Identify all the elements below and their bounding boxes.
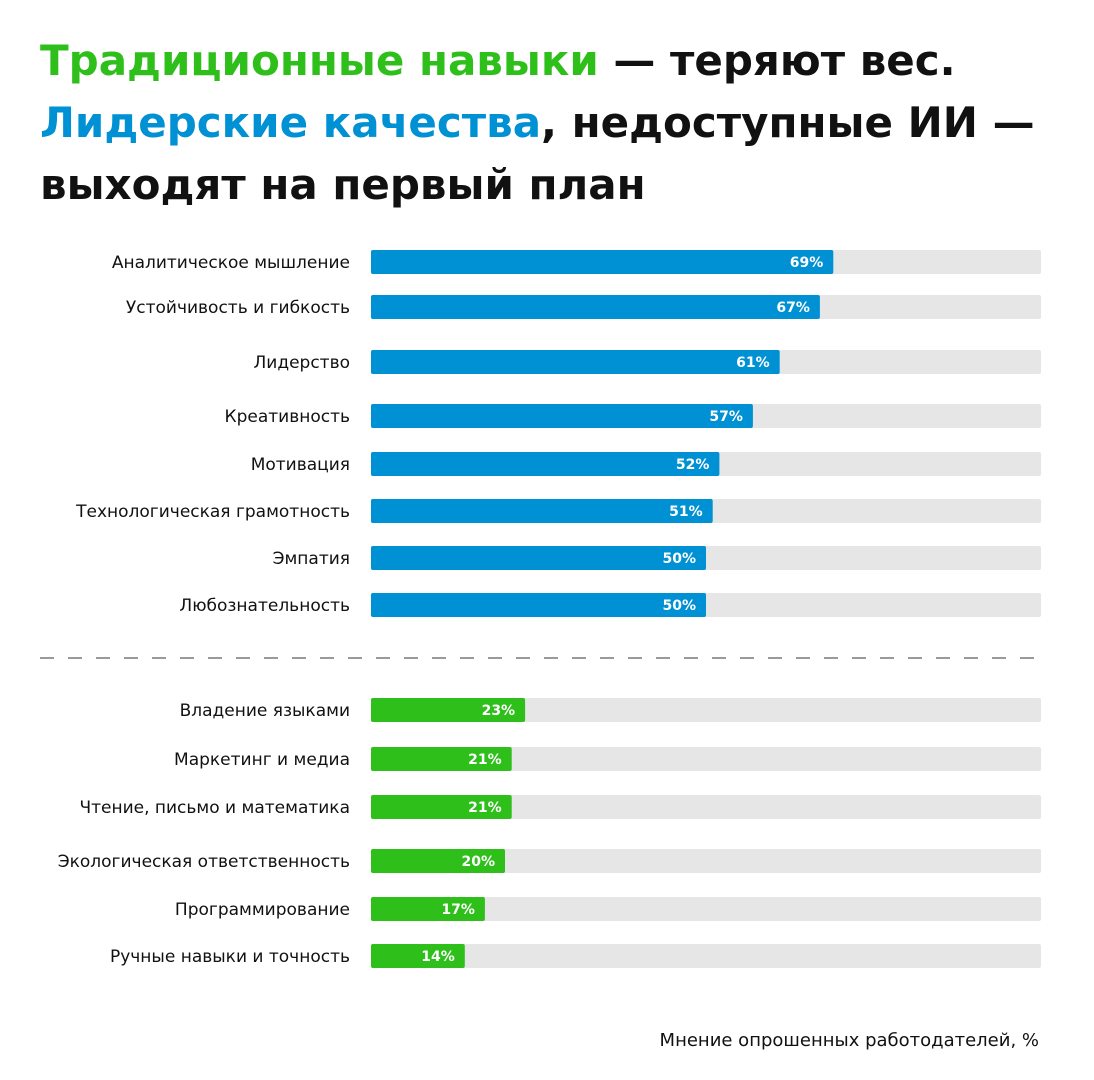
data-label: 14% xyxy=(421,949,455,965)
data-label: 57% xyxy=(709,409,743,425)
category-label: Программирование xyxy=(175,900,350,920)
bar-track xyxy=(371,944,1041,968)
data-label: 17% xyxy=(441,902,475,918)
title-leadership-highlight: Лидерские качества xyxy=(40,98,542,147)
title-traditional-rest: — теряют вес. xyxy=(598,36,956,85)
data-label: 21% xyxy=(468,800,502,816)
bar-track xyxy=(371,698,1041,722)
bar-track xyxy=(371,747,1041,771)
bar xyxy=(371,452,720,476)
data-label: 21% xyxy=(468,752,502,768)
data-label: 50% xyxy=(662,598,696,614)
category-label: Аналитическое мышление xyxy=(112,253,350,273)
category-label: Экологическая ответственность xyxy=(58,852,350,872)
category-label: Любознательность xyxy=(179,596,350,616)
title-traditional-highlight: Традиционные навыки xyxy=(40,36,599,85)
bar-track xyxy=(371,849,1041,873)
category-label: Эмпатия xyxy=(273,549,350,569)
chart-footnote: Мнение опрошенных работодателей, % xyxy=(659,1030,1039,1051)
category-label: Лидерство xyxy=(253,353,350,373)
bar xyxy=(371,795,512,819)
bar xyxy=(371,250,834,274)
bar xyxy=(371,499,713,523)
category-label: Владение языками xyxy=(180,701,350,721)
data-label: 69% xyxy=(790,255,824,271)
category-label: Креативность xyxy=(225,407,351,427)
category-label: Устойчивость и гибкость xyxy=(126,298,350,318)
bar-track xyxy=(371,897,1041,921)
bar xyxy=(371,295,820,319)
bar xyxy=(371,546,706,570)
data-label: 51% xyxy=(669,504,703,520)
data-label: 20% xyxy=(461,854,495,870)
data-label: 50% xyxy=(662,551,696,567)
bar xyxy=(371,747,512,771)
data-label: 67% xyxy=(776,300,810,316)
data-label: 23% xyxy=(482,703,516,719)
data-label: 61% xyxy=(736,355,770,371)
bar xyxy=(371,897,485,921)
chart-title: Традиционные навыки — теряют вес. Лидерс… xyxy=(40,30,1070,216)
bar xyxy=(371,698,526,722)
bar-track xyxy=(371,795,1041,819)
bar xyxy=(371,944,465,968)
bar xyxy=(371,849,505,873)
bar xyxy=(371,350,780,374)
category-label: Технологическая грамотность xyxy=(75,502,350,522)
data-label: 52% xyxy=(676,457,710,473)
category-label: Чтение, письмо и математика xyxy=(79,798,350,818)
title-leadership-rest: , недоступные ИИ — выходят на первый пла… xyxy=(40,98,1035,209)
category-label: Маркетинг и медиа xyxy=(174,750,350,770)
category-label: Мотивация xyxy=(251,455,350,475)
category-label: Ручные навыки и точность xyxy=(110,947,350,967)
bar xyxy=(371,404,753,428)
bar xyxy=(371,593,706,617)
